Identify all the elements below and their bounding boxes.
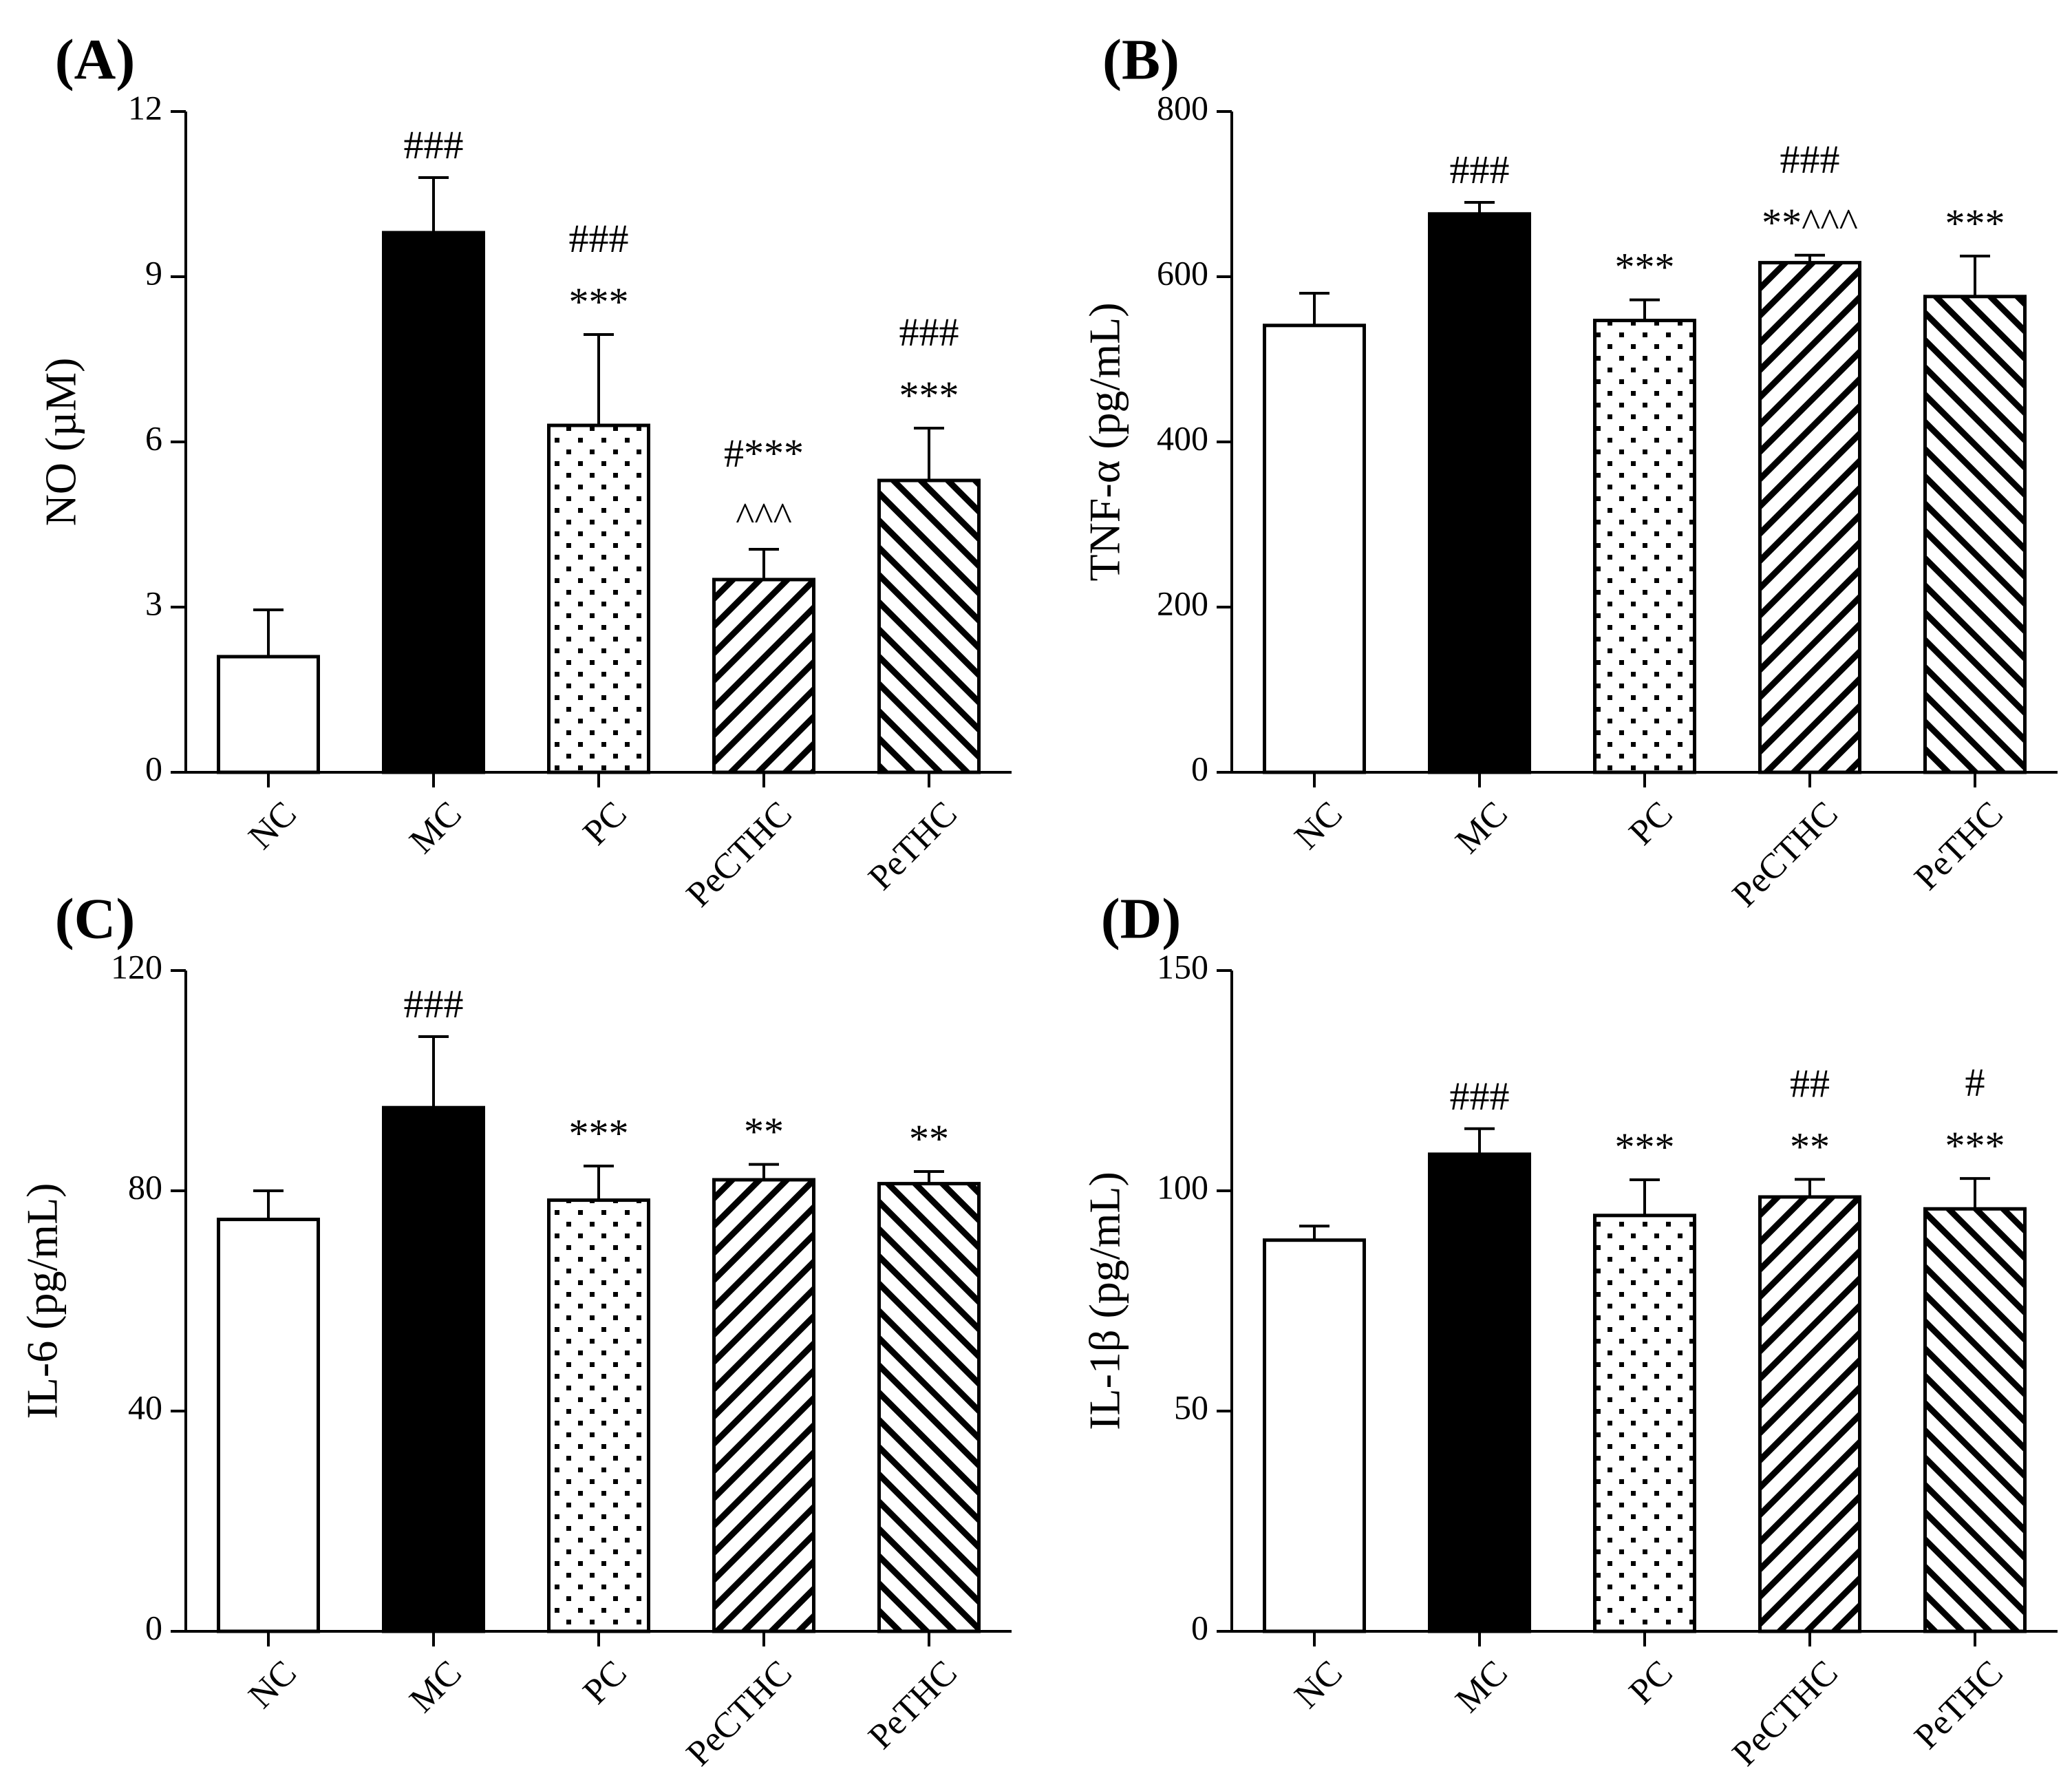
bar-mc (1428, 1152, 1531, 1633)
y-axis-title: NO (µM) (36, 358, 85, 527)
panel-label: (C) (55, 887, 136, 951)
significance-label: ### (569, 216, 629, 261)
x-category-label: PeTHC (1907, 1653, 2011, 1757)
x-category-label: PC (576, 1653, 634, 1712)
x-category-label: PeTHC (861, 1653, 965, 1757)
y-tick-label: 3 (145, 584, 162, 622)
y-tick-label: 6 (145, 418, 162, 457)
significance-label: ^^^ (736, 494, 792, 539)
significance-label: *** (1615, 245, 1675, 290)
bar-nc (217, 1218, 320, 1633)
significance-label: ### (404, 982, 464, 1026)
significance-label: *** (1945, 1123, 2005, 1168)
significance-label: *** (569, 279, 629, 324)
bar-pecthc (712, 578, 815, 774)
significance-label: ** (744, 1110, 784, 1154)
y-tick-label: 9 (145, 253, 162, 292)
panel-label: (A) (55, 28, 136, 92)
y-tick-label: 100 (1157, 1167, 1208, 1206)
x-category-label: PeTHC (1907, 794, 2011, 898)
significance-label: ### (1780, 137, 1840, 182)
bar-pethc (1923, 1207, 2027, 1633)
bar-nc (1263, 1238, 1366, 1633)
bar-mc (1428, 212, 1531, 774)
bar-pc (547, 423, 650, 774)
y-axis-title: IL-6 (pg/mL) (18, 1183, 67, 1419)
x-category-label: PeCTHC (679, 794, 800, 915)
x-category-label: PeCTHC (679, 1653, 800, 1774)
y-axis-title: TNF-α (pg/mL) (1080, 302, 1129, 581)
bar-pc (1593, 319, 1696, 774)
x-category-label: MC (402, 794, 469, 862)
bar-mc (382, 231, 485, 774)
significance-label: ### (899, 310, 959, 354)
bar-nc (1263, 324, 1366, 774)
panel-label: (B) (1102, 28, 1179, 92)
x-category-label: PC (1622, 794, 1680, 853)
significance-label: **^^^ (1762, 200, 1858, 245)
y-tick-label: 400 (1157, 418, 1208, 457)
significance-label: ** (909, 1116, 949, 1161)
significance-label: *** (569, 1111, 629, 1156)
significance-label: ** (1790, 1124, 1830, 1169)
x-category-label: PC (576, 794, 634, 853)
y-tick-label: 80 (128, 1167, 162, 1206)
chart-panel-1: (A) 0 3 6 9 12 NO (µM) NC MC ### PC ### *** PeCTHC #**… (36, 28, 1012, 915)
y-tick-label: 0 (1191, 749, 1208, 787)
significance-label: ### (404, 123, 464, 167)
x-category-label: PeTHC (861, 794, 965, 898)
significance-label: *** (1615, 1125, 1675, 1169)
significance-label: ### (1450, 147, 1510, 192)
bar-pecthc (1758, 261, 1861, 774)
y-tick-label: 40 (128, 1388, 162, 1426)
y-tick-label: 12 (128, 88, 162, 127)
y-tick-label: 120 (111, 947, 162, 986)
significance-label: #*** (724, 431, 804, 476)
chart-panel-2: (B) 0 200 400 600 800 TNF-α (pg/mL) NC MC ### PC **… (1080, 28, 2058, 915)
significance-label: ## (1790, 1061, 1830, 1105)
x-category-label: MC (402, 1653, 469, 1721)
x-category-label: PeCTHC (1725, 794, 1846, 915)
bar-pc (1593, 1214, 1696, 1633)
bar-pethc (877, 478, 981, 774)
bar-pecthc (712, 1178, 815, 1633)
x-category-label: NC (242, 794, 304, 857)
bar-pethc (1923, 295, 2027, 774)
chart-panel-3: (C) 0 40 80 120 IL-6 (pg/mL) NC MC ### PC *** PeCTH… (18, 887, 1012, 1774)
y-tick-label: 200 (1157, 584, 1208, 622)
y-tick-label: 50 (1174, 1388, 1208, 1426)
y-tick-label: 0 (145, 1608, 162, 1646)
significance-label: ### (1450, 1074, 1510, 1119)
bar-pc (547, 1198, 650, 1633)
y-tick-label: 0 (145, 749, 162, 787)
bar-nc (217, 655, 320, 774)
x-category-label: NC (1288, 794, 1350, 857)
significance-label: *** (899, 373, 959, 418)
y-tick-label: 0 (1191, 1608, 1208, 1646)
x-category-label: NC (242, 1653, 304, 1716)
significance-label: # (1965, 1060, 1985, 1105)
y-tick-label: 150 (1157, 947, 1208, 986)
y-tick-label: 600 (1157, 253, 1208, 292)
bar-pecthc (1758, 1195, 1861, 1633)
x-category-label: PeCTHC (1725, 1653, 1846, 1774)
y-axis-title: IL-1β (pg/mL) (1080, 1172, 1129, 1430)
x-category-label: MC (1448, 1653, 1515, 1721)
significance-label: *** (1945, 201, 2005, 246)
x-category-label: NC (1288, 1653, 1350, 1716)
bar-mc (382, 1105, 485, 1633)
y-tick-label: 800 (1157, 88, 1208, 127)
x-category-label: MC (1448, 794, 1515, 862)
panel-label: (D) (1101, 887, 1182, 951)
x-category-label: PC (1622, 1653, 1680, 1712)
bar-pethc (877, 1182, 981, 1633)
